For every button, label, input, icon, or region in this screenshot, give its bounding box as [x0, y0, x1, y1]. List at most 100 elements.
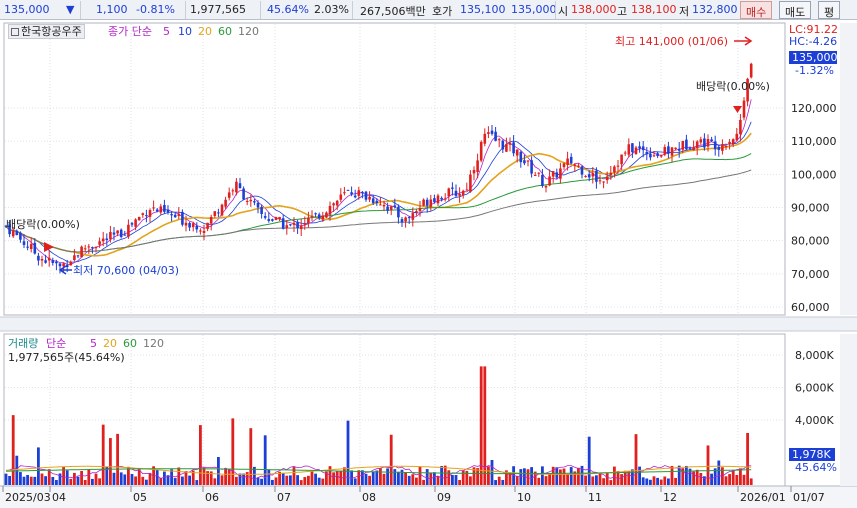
- candle-body: [580, 166, 584, 175]
- price-scroll-track[interactable]: [840, 23, 857, 315]
- candle-body: [523, 160, 526, 164]
- volume-bar: [91, 478, 94, 485]
- volume-bar: [19, 472, 22, 485]
- chart-canvas[interactable]: 120,000 110,000 100,000 90,000 80,000 70,000 6…: [0, 20, 857, 508]
- candle-body: [749, 63, 753, 78]
- candle-body: [638, 146, 641, 149]
- volume-bar: [641, 477, 645, 485]
- volume-bar: [386, 468, 389, 485]
- candle-body: [717, 146, 721, 150]
- candle-body: [436, 195, 440, 204]
- candle-body: [677, 148, 681, 151]
- volume-bar: [479, 366, 483, 485]
- open-label: 시: [558, 5, 569, 18]
- volume-bar: [505, 470, 508, 485]
- volume-scroll-track[interactable]: [840, 334, 857, 486]
- candle-body: [620, 154, 623, 165]
- volume-bar: [317, 477, 321, 485]
- volume-bar: [566, 474, 569, 485]
- volume-current-value: 1,977,565주(45.64%): [8, 351, 125, 364]
- volume-bar: [307, 475, 310, 485]
- candle-body: [425, 199, 429, 206]
- volume-bar: [742, 474, 746, 485]
- candle-body: [256, 202, 260, 208]
- volume-bar: [699, 472, 703, 485]
- volume-bar: [11, 415, 15, 485]
- candle-body: [26, 246, 29, 248]
- volume-bar: [310, 471, 314, 485]
- candle-body: [199, 230, 202, 232]
- volume-bar: [454, 475, 458, 485]
- candle-body: [76, 255, 80, 257]
- volume-bar: [8, 475, 11, 485]
- volume-bar: [685, 465, 688, 485]
- candle-body: [382, 204, 386, 207]
- candle-body: [231, 190, 235, 192]
- candle-body: [40, 258, 44, 261]
- candle-body: [299, 225, 303, 230]
- ma-period-120: 120: [238, 25, 259, 38]
- down-arrow-icon: ▼: [66, 3, 75, 16]
- volume-bar: [595, 475, 598, 485]
- volume-bar: [314, 473, 317, 485]
- candle-body: [461, 190, 465, 196]
- volume-bar: [465, 470, 469, 485]
- candle-body: [710, 139, 713, 142]
- panel-splitter[interactable]: [0, 317, 857, 331]
- volume-bar: [501, 479, 505, 485]
- stock-chart[interactable]: 120,000 110,000 100,000 90,000 80,000 70,000 6…: [0, 20, 857, 508]
- volume-bar: [623, 470, 627, 485]
- volume-bar: [123, 474, 127, 485]
- volume-bar: [163, 471, 166, 485]
- stock-name-box[interactable]: 한국항공우주: [8, 24, 85, 39]
- candle-body: [695, 141, 699, 149]
- candle-body: [389, 206, 393, 210]
- volume-bar: [483, 366, 487, 485]
- volume-bar: [260, 478, 263, 485]
- candle-body: [454, 190, 458, 196]
- volume-bar: [580, 465, 584, 485]
- candle-body: [325, 212, 328, 218]
- candle-body: [209, 216, 213, 224]
- ma-period-20: 20: [198, 25, 212, 38]
- open-price: 138,000: [571, 3, 617, 16]
- sell-button[interactable]: 매도: [779, 1, 812, 19]
- candle-body: [281, 218, 285, 229]
- candle-body: [602, 181, 605, 183]
- candle-body: [566, 158, 569, 165]
- volume-bar: [253, 466, 256, 485]
- volume-bar: [411, 474, 415, 485]
- price-tick-label: 100,000: [791, 168, 837, 181]
- candle-body: [310, 215, 314, 217]
- candle-body: [87, 246, 91, 248]
- volume-bar: [379, 468, 382, 485]
- volume-bar: [681, 468, 685, 485]
- volume-bar: [613, 466, 616, 485]
- candle-body: [623, 152, 627, 154]
- candle-body: [317, 214, 321, 219]
- vma-period-20: 20: [103, 337, 117, 350]
- ma-label: 종가 단순: [108, 25, 152, 38]
- candle-body: [267, 219, 271, 221]
- buy-button[interactable]: 매수: [740, 1, 773, 19]
- candle-body: [728, 141, 731, 145]
- candle-body: [101, 238, 105, 242]
- candle-body: [181, 211, 184, 225]
- volume-bar: [433, 472, 436, 485]
- volume-bar: [490, 459, 494, 485]
- volume-bar: [278, 471, 281, 485]
- candle-body: [62, 263, 65, 267]
- candle-body: [433, 198, 436, 202]
- volume-bar: [494, 480, 497, 485]
- volume-bar: [296, 475, 299, 485]
- candle-body: [559, 168, 562, 179]
- candle-body: [361, 191, 364, 193]
- candle-body: [411, 213, 415, 220]
- candle-body: [375, 200, 379, 203]
- candle-body: [429, 199, 433, 207]
- volume-bar: [141, 476, 145, 485]
- candle-body: [541, 174, 544, 186]
- candle-body: [58, 263, 62, 267]
- volume-bar: [274, 477, 278, 485]
- evaluation-button[interactable]: 평: [818, 1, 841, 19]
